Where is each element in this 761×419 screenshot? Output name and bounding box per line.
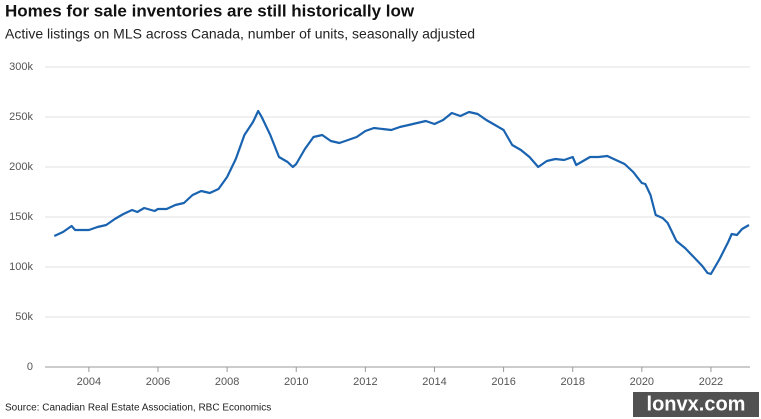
watermark: lonvx.com <box>647 393 746 415</box>
x-tick-label: 2022 <box>699 376 723 388</box>
y-tick-label: 250k <box>9 111 33 123</box>
x-tick-label: 2016 <box>491 376 515 388</box>
chart-subtitle: Active listings on MLS across Canada, nu… <box>5 26 475 42</box>
chart-title: Homes for sale inventories are still his… <box>5 1 415 20</box>
y-tick-label: 50k <box>15 311 33 323</box>
y-tick-label: 200k <box>9 161 33 173</box>
x-tick-label: 2006 <box>146 376 170 388</box>
y-tick-label: 100k <box>9 261 33 273</box>
watermark-box <box>633 392 759 417</box>
x-tick-label: 2004 <box>77 376 101 388</box>
y-tick-label: 300k <box>9 61 33 73</box>
y-tick-label: 150k <box>9 211 33 223</box>
x-tick-label: 2020 <box>630 376 654 388</box>
x-tick-label: 2012 <box>353 376 377 388</box>
x-tick-label: 2008 <box>215 376 239 388</box>
source-note: Source: Canadian Real Estate Association… <box>5 403 271 414</box>
x-tick-label: 2014 <box>422 376 446 388</box>
x-tick-label: 2010 <box>284 376 308 388</box>
y-tick-label: 0 <box>27 361 33 373</box>
data-line <box>53 109 750 276</box>
x-tick-label: 2018 <box>560 376 584 388</box>
